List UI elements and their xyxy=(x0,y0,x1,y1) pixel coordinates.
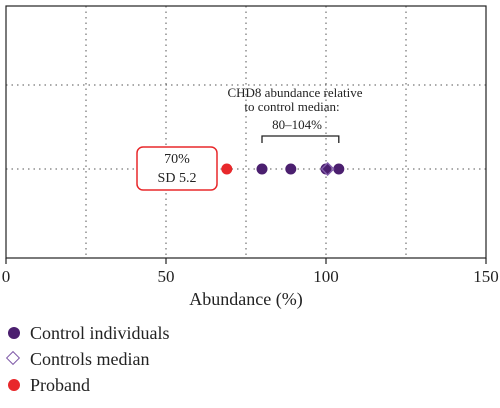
x-tick-label: 0 xyxy=(2,267,11,286)
legend-label: Control individuals xyxy=(30,322,170,343)
data-points xyxy=(221,161,345,177)
proband-annotation-line2: SD 5.2 xyxy=(158,171,197,186)
controls-median-point xyxy=(320,161,335,177)
legend-label: Controls median xyxy=(30,348,150,369)
grid-layer xyxy=(6,6,486,258)
legend: Control individuals Controls median Prob… xyxy=(4,320,304,398)
proband-point xyxy=(221,163,233,175)
legend-item-controls-median: Controls median xyxy=(4,346,304,372)
x-axis-label: Abundance (%) xyxy=(189,289,302,310)
x-tick-label: 100 xyxy=(313,267,339,286)
control-individual-point xyxy=(320,163,332,175)
proband-annotation-box xyxy=(136,146,218,191)
proband-annotation-line1: 70% xyxy=(164,152,190,167)
legend-item-proband: Proband xyxy=(4,372,304,398)
x-axis: 0 50 100 150 xyxy=(2,258,499,286)
x-tick-label: 50 xyxy=(158,267,175,286)
control-individual-point xyxy=(256,163,268,175)
range-annotation-line2: to control median: xyxy=(244,99,339,114)
legend-item-control-individuals: Control individuals xyxy=(4,320,304,346)
purple-dot-icon xyxy=(4,323,24,343)
plot-frame xyxy=(5,5,487,259)
legend-label: Proband xyxy=(30,374,90,395)
x-tick-label: 150 xyxy=(473,267,499,286)
range-annotation-line1: CHD8 abundance relative xyxy=(227,85,362,100)
control-individual-point xyxy=(285,163,297,175)
range-bracket xyxy=(261,135,340,143)
range-annotation-line3: 80–104% xyxy=(272,117,322,132)
red-dot-icon xyxy=(4,375,24,395)
diamond-icon xyxy=(4,349,24,369)
control-individual-point xyxy=(333,163,345,175)
